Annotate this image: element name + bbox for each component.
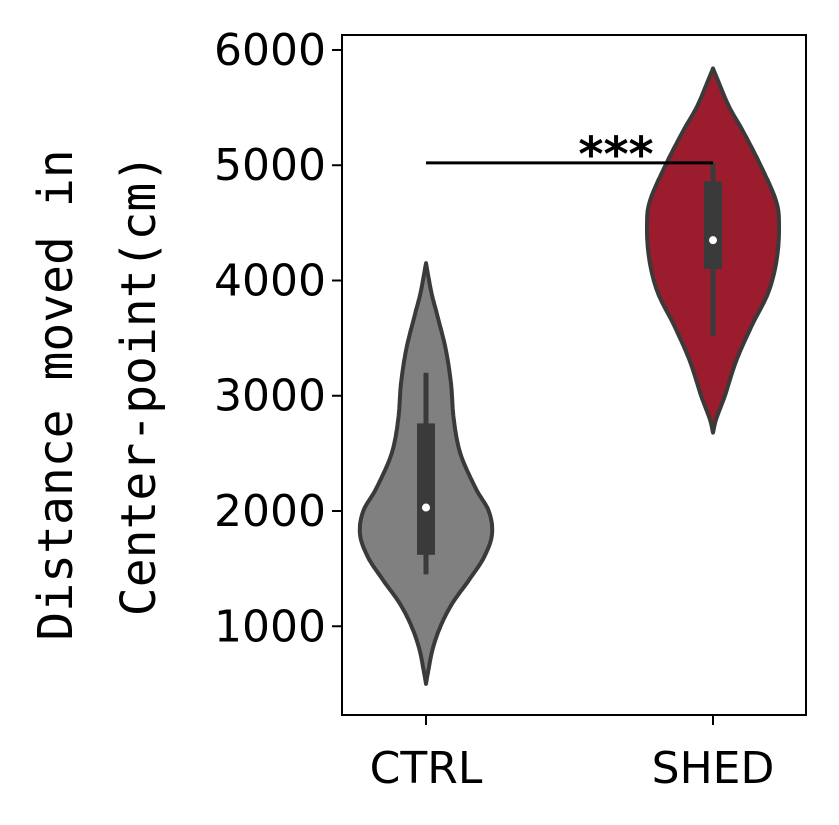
- y-axis-label: Distance moved in Center-point(cm): [28, 149, 167, 640]
- y-tick-label: 2000: [214, 486, 326, 537]
- y-tick-label: 6000: [214, 25, 326, 76]
- violins: [357, 66, 781, 686]
- y-axis-ticks: 1000 2000 3000 4000 5000 6000: [214, 25, 342, 652]
- y-tick-label: 3000: [214, 371, 326, 422]
- iqr-box: [417, 423, 435, 555]
- significance-annotation: ***: [426, 127, 713, 183]
- median-marker: [709, 236, 717, 245]
- x-tick-label: CTRL: [370, 743, 483, 794]
- plot-frame: [341, 34, 807, 716]
- median-marker: [422, 503, 430, 512]
- violin-ctrl: [357, 261, 495, 686]
- significance-label: ***: [578, 127, 653, 183]
- y-tick-label: 1000: [214, 601, 326, 652]
- x-axis-ticks: CTRL SHED: [370, 715, 775, 794]
- y-axis-label-line-2: Center-point(cm): [111, 154, 167, 616]
- y-tick-label: 4000: [214, 255, 326, 306]
- x-tick-label: SHED: [652, 743, 775, 794]
- violin-shed: [645, 66, 781, 435]
- iqr-box: [704, 181, 722, 269]
- y-axis-label-line-1: Distance moved in: [28, 149, 84, 640]
- y-tick-label: 5000: [214, 140, 326, 191]
